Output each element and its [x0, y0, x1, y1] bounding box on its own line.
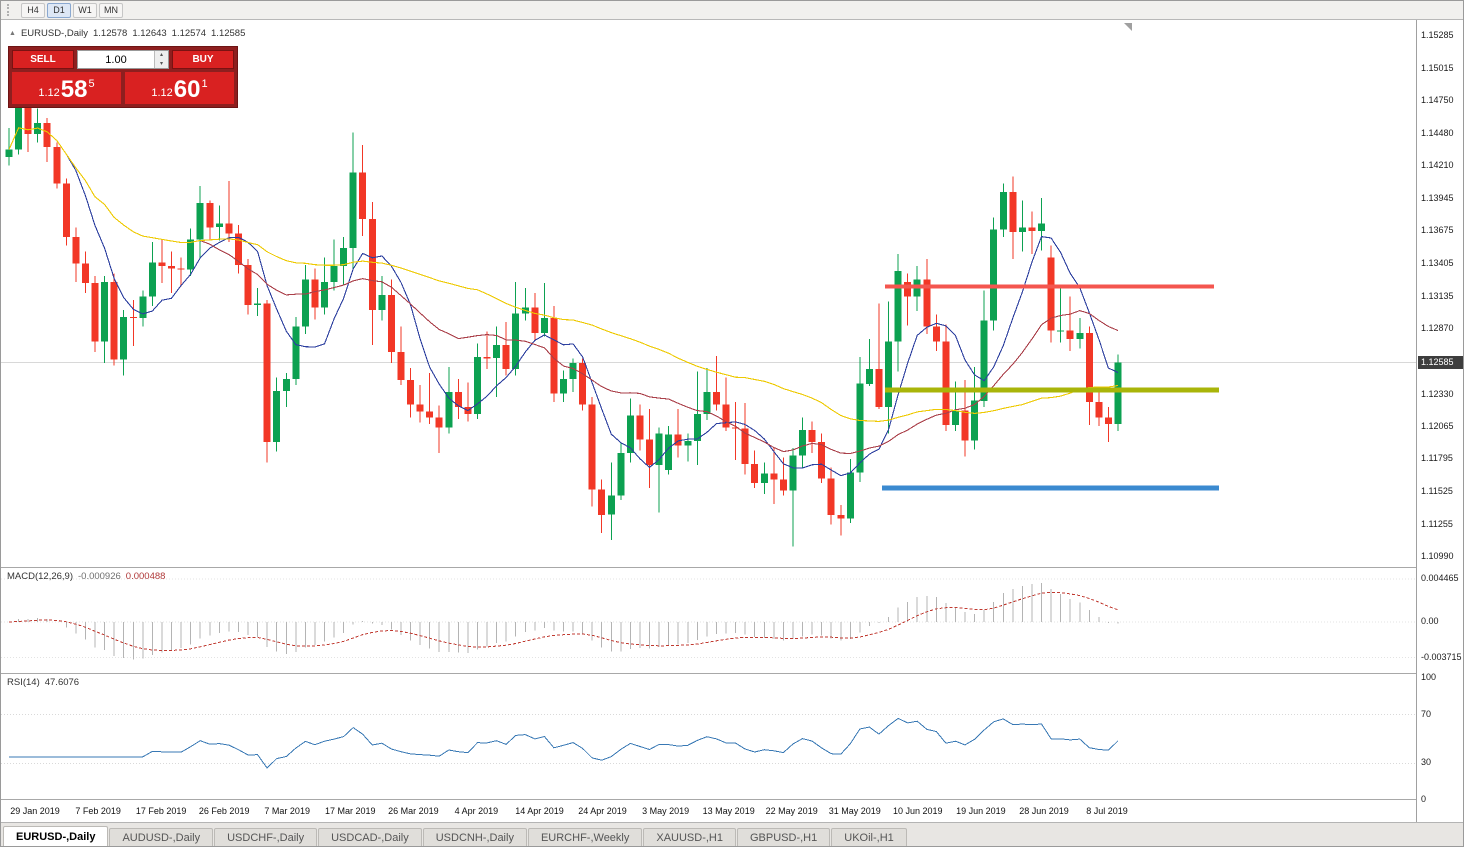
symbol-tab[interactable]: UKOil-,H1: [831, 828, 907, 846]
rsi-chart-canvas[interactable]: [1, 674, 1418, 799]
price-axis-label: 1.12870: [1421, 322, 1454, 333]
date-label: 26 Feb 2019: [198, 806, 250, 816]
price-chart-panel: ▲ EURUSD-,Daily 1.12578 1.12643 1.12574 …: [1, 20, 1418, 567]
date-label: 19 Jun 2019: [956, 806, 1006, 816]
symbol-tab[interactable]: USDCAD-,Daily: [318, 828, 422, 846]
macd-axis-label: 0.00: [1421, 616, 1439, 626]
rsi-indicator-label: RSI(14) 47.6076: [7, 677, 79, 688]
high-value: 1.12643: [132, 28, 167, 39]
date-label: 17 Mar 2019: [325, 806, 376, 816]
rsi-axis-label: 30: [1421, 757, 1432, 768]
date-label: 14 Apr 2019: [515, 806, 564, 816]
rsi-title: RSI(14): [7, 677, 40, 688]
symbol-tab[interactable]: XAUUSD-,H1: [643, 828, 736, 846]
symbol-tab[interactable]: AUDUSD-,Daily: [109, 828, 214, 846]
macd-axis-label: -0.003715: [1421, 651, 1462, 662]
ask-pipette: 1: [201, 78, 208, 90]
bid-prefix: 1.12: [38, 87, 60, 99]
price-axis-label: 1.14480: [1421, 127, 1454, 138]
price-axis-label: 1.13405: [1421, 258, 1454, 269]
timeframe-button-mn[interactable]: MN: [99, 2, 123, 18]
ask-big-digits: 60: [173, 76, 201, 103]
price-axis-label: 1.11795: [1421, 453, 1453, 464]
time-axis[interactable]: 29 Jan 2019 7 Feb 2019 17 Feb 2019 26 Feb 2…: [1, 799, 1418, 822]
timeframe-button-h4[interactable]: H4: [21, 2, 45, 18]
date-label: 29 Jan 2019: [10, 806, 60, 816]
timeframe-button-d1[interactable]: D1: [47, 2, 71, 18]
rsi-indicator-panel: RSI(14) 47.6076: [1, 673, 1418, 799]
close-value: 1.12585: [211, 28, 246, 39]
volume-decrease-icon[interactable]: ▾: [155, 59, 168, 68]
price-axis-label: 1.13945: [1421, 192, 1454, 203]
timeframe-button-w1[interactable]: W1: [73, 2, 97, 18]
date-label: 26 Mar 2019: [388, 806, 439, 816]
price-chart-canvas[interactable]: [1, 20, 1418, 567]
date-label: 3 May 2019: [642, 806, 690, 816]
timeframe-buttons: H4 D1 W1 MN: [21, 2, 123, 18]
price-axis-label: 1.12065: [1421, 420, 1454, 431]
price-axis-label: 1.14750: [1421, 94, 1454, 105]
ask-prefix: 1.12: [151, 87, 173, 99]
date-label: 24 Apr 2019: [578, 806, 627, 816]
date-label: 4 Apr 2019: [454, 806, 499, 816]
date-label: 13 May 2019: [702, 806, 755, 816]
volume-input[interactable]: [78, 51, 154, 68]
price-axis-label: 1.14210: [1421, 160, 1454, 171]
open-value: 1.12578: [92, 28, 128, 39]
date-label: 28 Jun 2019: [1019, 806, 1069, 816]
date-label: 31 May 2019: [828, 806, 881, 816]
symbol-name: EURUSD-,Daily: [20, 28, 88, 39]
date-label: 22 May 2019: [765, 806, 818, 816]
price-axis-label: 1.13135: [1421, 290, 1454, 301]
toolbar-grip-icon[interactable]: [7, 4, 13, 16]
symbol-tab[interactable]: EURCHF-,Weekly: [527, 828, 643, 846]
price-axis-label: 1.11525: [1421, 486, 1453, 497]
bid-pipette: 5: [88, 78, 95, 90]
symbol-tab[interactable]: GBPUSD-,H1: [737, 828, 831, 846]
date-label: 7 Feb 2019: [75, 806, 121, 816]
macd-axis-label: 0.004465: [1421, 573, 1459, 584]
price-axis-label: 1.15015: [1421, 62, 1454, 73]
symbol-tab[interactable]: USDCNH-,Daily: [422, 828, 527, 846]
macd-chart-canvas[interactable]: [1, 568, 1418, 673]
price-axis-label: 1.11255: [1421, 518, 1453, 529]
rsi-axis-label: 70: [1421, 708, 1432, 719]
macd-indicator-panel: MACD(12,26,9) -0.000926 0.000488: [1, 567, 1418, 673]
date-label: 7 Mar 2019: [264, 806, 310, 816]
price-axis-label: 1.15285: [1421, 30, 1454, 40]
macd-value-main: -0.000926: [78, 571, 121, 582]
symbol-tab[interactable]: USDCHF-,Daily: [214, 828, 318, 846]
current-price-badge: 1.12585: [1418, 356, 1463, 369]
macd-title: MACD(12,26,9): [7, 571, 73, 582]
date-label: 8 Jul 2019: [1086, 806, 1128, 816]
volume-spinner: ▴ ▾: [154, 51, 168, 68]
price-axis-label: 1.12330: [1421, 388, 1454, 399]
ask-price-display[interactable]: 1.12 60 1: [125, 72, 234, 104]
macd-indicator-label: MACD(12,26,9) -0.000926 0.000488: [7, 571, 165, 582]
symbol-tab[interactable]: EURUSD-,Daily: [3, 826, 109, 846]
price-axis-label: 1.10990: [1421, 551, 1454, 561]
volume-stepper: ▴ ▾: [77, 50, 169, 69]
bid-price-display[interactable]: 1.12 58 5: [12, 72, 121, 104]
bid-big-digits: 58: [60, 76, 88, 103]
buy-button[interactable]: BUY: [172, 50, 234, 69]
rsi-axis-label: 100: [1421, 672, 1437, 682]
macd-value-signal: 0.000488: [125, 571, 166, 582]
rsi-value: 47.6076: [44, 677, 80, 688]
volume-increase-icon[interactable]: ▴: [155, 51, 168, 60]
date-label: 10 Jun 2019: [893, 806, 943, 816]
sell-button[interactable]: SELL: [12, 50, 74, 69]
date-label: 17 Feb 2019: [135, 806, 187, 816]
symbol-marker-icon: ▲: [9, 30, 16, 37]
chart-shift-marker-icon[interactable]: [1124, 23, 1132, 31]
chart-tab-bar: EURUSD-,Daily AUDUSD-,Daily USDCHF-,Daily U…: [1, 822, 1463, 846]
chart-symbol-ohlc: ▲ EURUSD-,Daily 1.12578 1.12643 1.12574 …: [9, 28, 245, 39]
price-axis-label: 1.13675: [1421, 225, 1454, 236]
timeframe-toolbar: H4 D1 W1 MN: [1, 1, 1463, 20]
low-value: 1.12574: [171, 28, 207, 39]
rsi-axis-label: 0: [1421, 794, 1427, 804]
price-axis[interactable]: 1.15285 1.15015 1.14750 1.14480 1.14210 1.139…: [1416, 20, 1463, 822]
